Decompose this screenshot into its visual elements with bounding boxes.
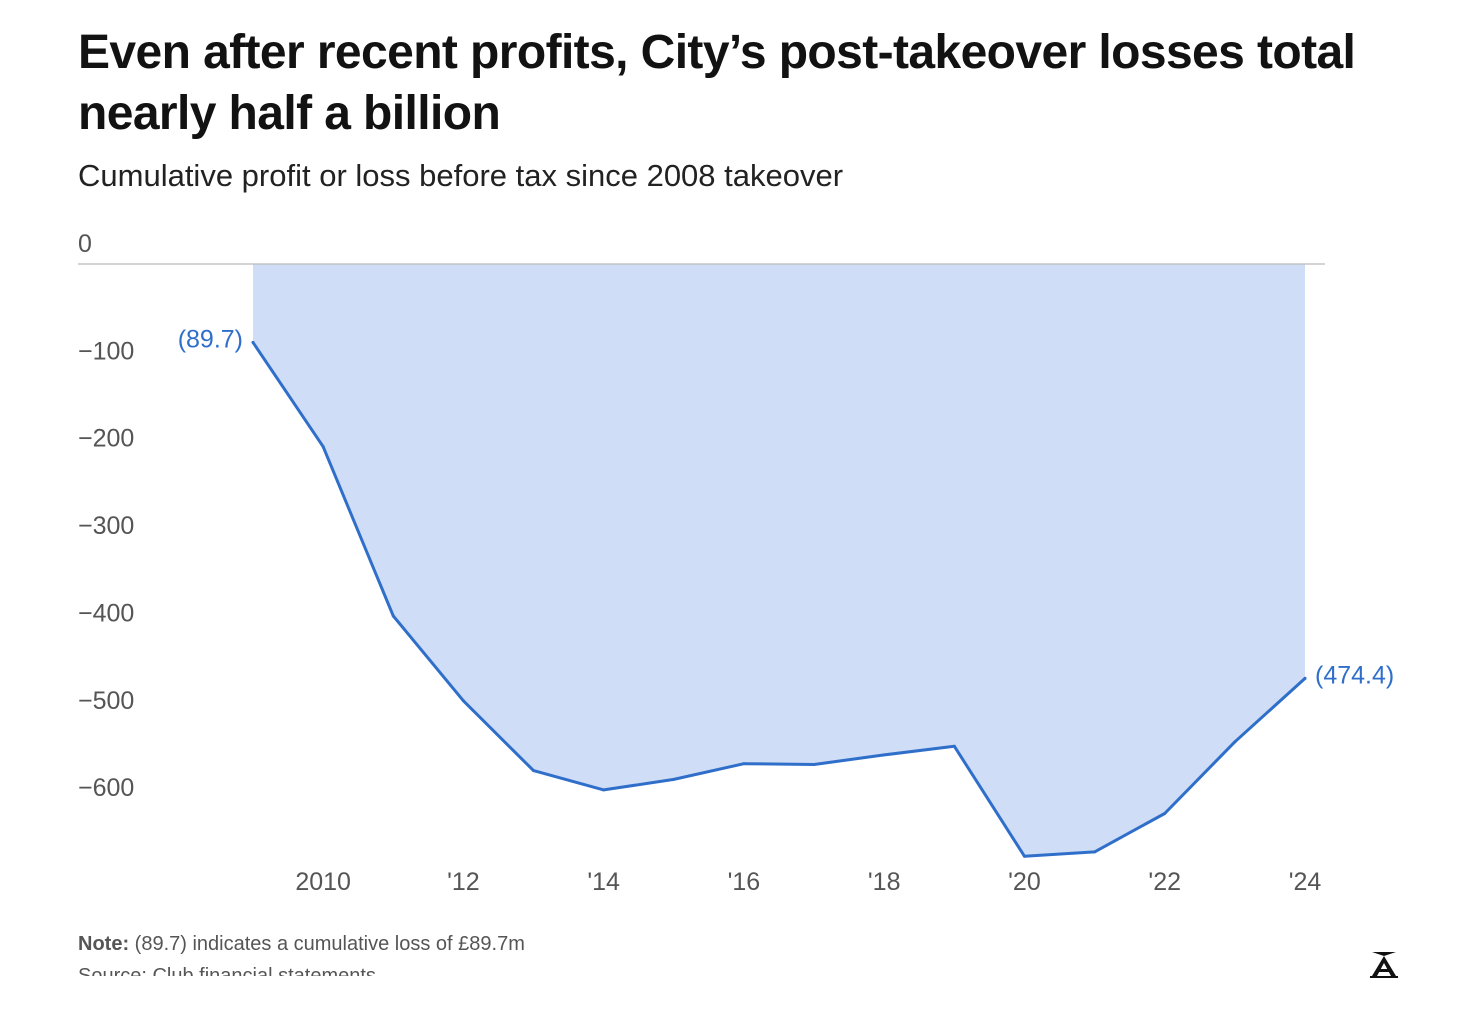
y-tick-label: −600 — [78, 774, 134, 802]
data-point — [321, 445, 325, 449]
data-point — [1303, 676, 1307, 680]
data-point — [812, 763, 816, 767]
data-point — [672, 777, 676, 781]
data-point — [391, 614, 395, 618]
data-point — [1093, 850, 1097, 854]
x-tick-label: '22 — [1148, 868, 1181, 896]
note-text: (89.7) indicates a cumulative loss of £8… — [129, 933, 525, 955]
area-layer — [253, 264, 1305, 857]
chart-subtitle: Cumulative profit or loss before tax sin… — [78, 158, 844, 193]
the-athletic-logo-icon — [1370, 952, 1398, 978]
data-point — [251, 340, 255, 344]
area-chart: 0 −100 −200 −300 −400 −500 −600 2010 '12 '14 '16 '1… — [78, 230, 1395, 896]
data-point — [882, 753, 886, 757]
x-tick-label: '24 — [1289, 868, 1322, 896]
y-tick-label: −500 — [78, 687, 134, 715]
area-fill — [253, 264, 1305, 857]
data-point — [1233, 740, 1237, 744]
data-point — [952, 744, 956, 748]
label-layer: (89.7) (474.4) — [178, 325, 1395, 689]
y-tick-label: −400 — [78, 599, 134, 627]
x-tick-label: '18 — [868, 868, 901, 896]
x-tick-label: '14 — [587, 868, 620, 896]
line-layer — [251, 340, 1307, 858]
data-label: (89.7) — [178, 325, 243, 353]
data-point — [461, 699, 465, 703]
chart-note: Note: (89.7) indicates a cumulative loss… — [78, 930, 525, 958]
data-point — [742, 762, 746, 766]
series-line — [251, 340, 1307, 858]
chart-source: Source: Club financial statements — [78, 965, 376, 976]
chart-title: Even after recent profits, City’s post-t… — [78, 26, 1356, 140]
note-label: Note: — [78, 933, 130, 955]
data-point — [532, 769, 536, 773]
data-point — [1022, 854, 1026, 858]
data-point — [1163, 811, 1167, 815]
y-tick-label: −300 — [78, 512, 134, 540]
data-point — [602, 788, 606, 792]
x-tick-label: 2010 — [295, 868, 351, 896]
x-tick-label: '16 — [728, 868, 761, 896]
x-tick-label: '12 — [447, 868, 480, 896]
y-tick-label: −100 — [78, 337, 134, 365]
data-label: (474.4) — [1315, 661, 1394, 689]
x-tick-label: '20 — [1008, 868, 1041, 896]
y-tick-label: 0 — [78, 230, 92, 258]
axis-layer: 0 −100 −200 −300 −400 −500 −600 2010 '12 '14 '16 '1… — [78, 230, 1325, 896]
y-tick-label: −200 — [78, 425, 134, 453]
